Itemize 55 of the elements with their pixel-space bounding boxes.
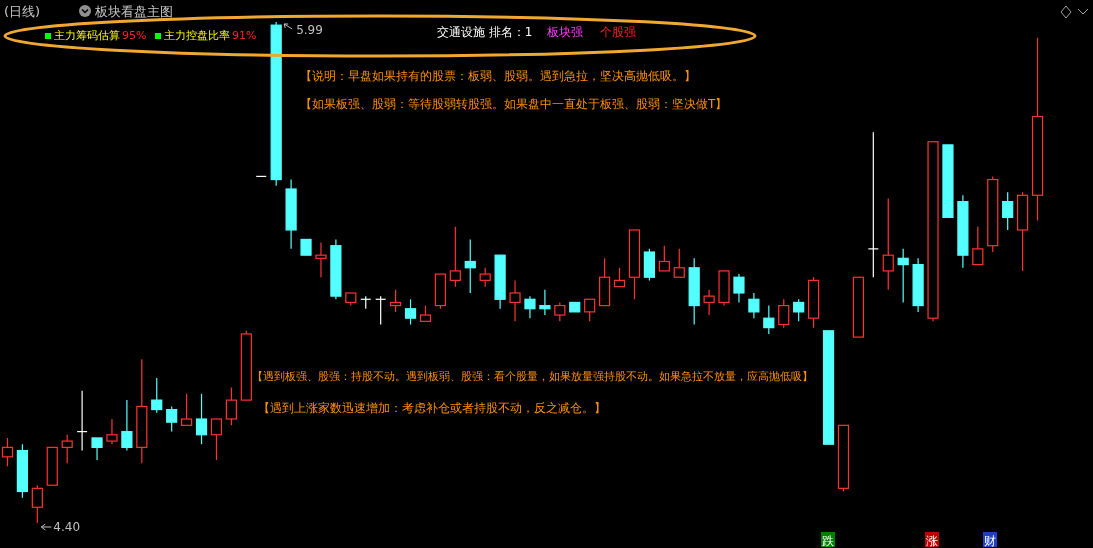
candlestick bbox=[539, 289, 551, 316]
candlestick bbox=[121, 399, 133, 452]
candlestick bbox=[315, 241, 327, 278]
chart-subtitle: (日线) bbox=[4, 4, 41, 19]
candlestick bbox=[91, 437, 103, 461]
candlestick bbox=[225, 386, 237, 426]
candlestick bbox=[793, 298, 805, 322]
candlestick bbox=[584, 298, 596, 322]
candlestick bbox=[151, 377, 163, 414]
candlestick bbox=[703, 289, 715, 316]
candlestick bbox=[748, 292, 760, 319]
candlestick bbox=[867, 131, 879, 278]
text: 跌 bbox=[822, 534, 834, 548]
candlestick bbox=[449, 226, 461, 288]
annotation: 个股强 bbox=[600, 25, 636, 39]
candlestick bbox=[673, 248, 685, 278]
annotation: 【遇到板强、股强：持股不动。遇到板弱、股强：看个股量，如果放量强持股不动。如果急拉不放量，应高抛低吸】 bbox=[252, 370, 813, 383]
candlestick bbox=[464, 238, 476, 294]
candlestick bbox=[404, 298, 417, 326]
candlestick bbox=[1002, 191, 1014, 231]
candlestick bbox=[897, 248, 909, 304]
candlestick bbox=[524, 295, 536, 319]
annotation: 【说明：早盘如果持有的股票：板弱、股弱。遇到急拉，坚决高抛低吸。】 bbox=[300, 69, 696, 83]
candlestick bbox=[31, 484, 43, 524]
candlestick bbox=[778, 298, 790, 329]
annotation: 91% bbox=[232, 29, 257, 42]
candlestick bbox=[972, 226, 984, 266]
annotation: 5.99 bbox=[296, 23, 323, 37]
candlestick bbox=[763, 304, 775, 335]
annotation: 【如果板强、股弱：等待股弱转股强。如果盘中一直处于板强、股弱：坚决做T】 bbox=[300, 97, 728, 111]
candlestick bbox=[166, 405, 178, 433]
text: 财 bbox=[984, 534, 996, 548]
candlestick bbox=[658, 245, 670, 272]
candlestick bbox=[210, 418, 223, 461]
candlestick bbox=[61, 434, 73, 464]
annotation: 【遇到上涨家数迅速增加：考虑补仓或者持股不动，反之减仓。】 bbox=[258, 401, 606, 415]
text: 涨 bbox=[926, 534, 938, 548]
candlestick bbox=[882, 197, 894, 291]
candlestick bbox=[554, 301, 566, 322]
candlestick bbox=[1, 437, 14, 467]
candlestick bbox=[613, 267, 626, 288]
annotation: 主力控盘比率 bbox=[164, 29, 230, 42]
candlestick bbox=[181, 393, 193, 426]
chart-title: 板块看盘主图 bbox=[94, 4, 173, 19]
annotation: 主力筹码估算 bbox=[54, 29, 120, 42]
annotation: 板块强 bbox=[546, 25, 583, 39]
candlestick bbox=[390, 289, 402, 313]
candlestick bbox=[509, 279, 521, 322]
candlestick bbox=[195, 393, 208, 445]
candlestick bbox=[106, 418, 118, 445]
annotation: 4.40 bbox=[53, 520, 81, 534]
annotation: 95% bbox=[122, 29, 147, 42]
annotation: 交通设施 排名：1 bbox=[437, 25, 533, 39]
candlestick bbox=[733, 273, 745, 304]
candlestick bbox=[479, 267, 491, 288]
